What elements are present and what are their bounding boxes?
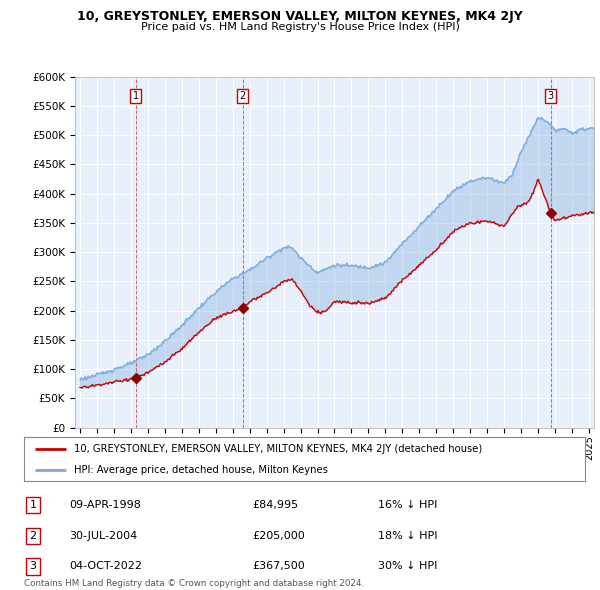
Text: 04-OCT-2022: 04-OCT-2022 xyxy=(69,562,142,571)
Text: Price paid vs. HM Land Registry's House Price Index (HPI): Price paid vs. HM Land Registry's House … xyxy=(140,22,460,32)
Text: 1: 1 xyxy=(133,91,139,101)
Text: 1: 1 xyxy=(29,500,37,510)
Text: £84,995: £84,995 xyxy=(252,500,298,510)
Text: 10, GREYSTONLEY, EMERSON VALLEY, MILTON KEYNES, MK4 2JY (detached house): 10, GREYSTONLEY, EMERSON VALLEY, MILTON … xyxy=(74,444,483,454)
Text: 18% ↓ HPI: 18% ↓ HPI xyxy=(378,531,437,540)
Text: £205,000: £205,000 xyxy=(252,531,305,540)
Text: 3: 3 xyxy=(548,91,554,101)
Text: 2: 2 xyxy=(239,91,245,101)
Text: 09-APR-1998: 09-APR-1998 xyxy=(69,500,141,510)
Text: 30% ↓ HPI: 30% ↓ HPI xyxy=(378,562,437,571)
Text: 2: 2 xyxy=(29,531,37,540)
Text: 3: 3 xyxy=(29,562,37,571)
Text: 10, GREYSTONLEY, EMERSON VALLEY, MILTON KEYNES, MK4 2JY: 10, GREYSTONLEY, EMERSON VALLEY, MILTON … xyxy=(77,10,523,23)
Text: HPI: Average price, detached house, Milton Keynes: HPI: Average price, detached house, Milt… xyxy=(74,465,328,475)
Text: 30-JUL-2004: 30-JUL-2004 xyxy=(69,531,137,540)
Text: £367,500: £367,500 xyxy=(252,562,305,571)
Text: Contains HM Land Registry data © Crown copyright and database right 2024.: Contains HM Land Registry data © Crown c… xyxy=(24,579,364,588)
Text: 16% ↓ HPI: 16% ↓ HPI xyxy=(378,500,437,510)
